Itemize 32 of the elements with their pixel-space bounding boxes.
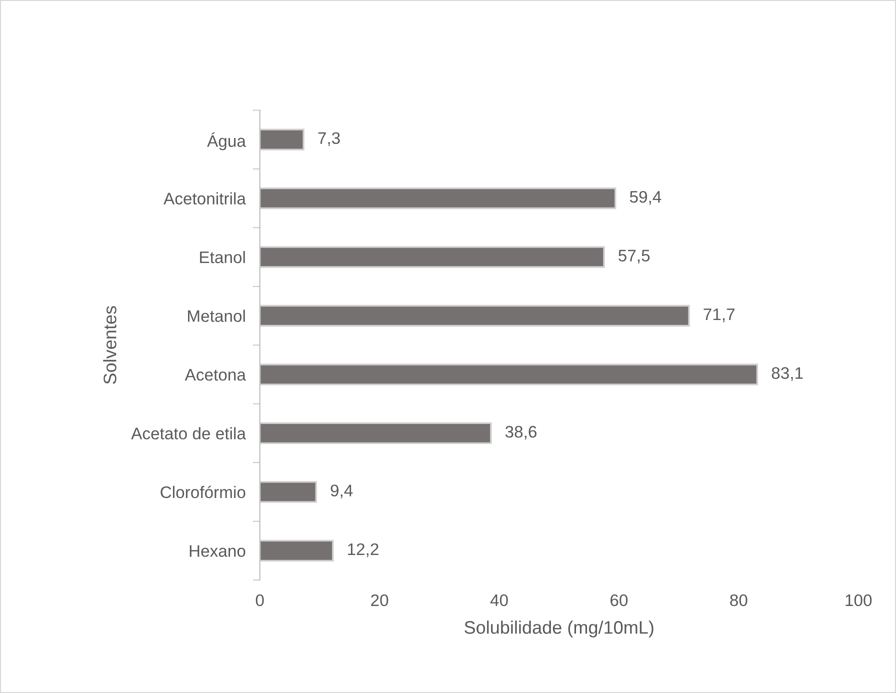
y-tick-label: Etanol	[200, 250, 245, 264]
bar	[260, 187, 616, 210]
y-tick-label: Água	[207, 132, 246, 150]
data-label: 9,4	[330, 484, 353, 498]
y-tick-label: Hexano	[190, 545, 246, 557]
y-tick-label: Metanol	[188, 310, 245, 322]
bar	[260, 364, 758, 386]
data-label: 83,1	[772, 367, 803, 381]
x-tick-label: 100	[846, 594, 872, 606]
data-label: 59,4	[630, 190, 662, 205]
bar	[260, 422, 492, 444]
data-label: 12,2	[348, 543, 378, 558]
x-tick-label: 0	[256, 594, 264, 606]
x-tick-label: 60	[610, 594, 628, 606]
bar	[260, 304, 690, 327]
y-tick-label: Clorofórmio	[160, 486, 246, 498]
x-tick-label: 80	[730, 594, 748, 606]
data-label: 71,7	[704, 308, 734, 322]
bar	[260, 481, 317, 503]
y-tick-label: Acetonitrila	[164, 192, 246, 204]
x-tick-label: 40	[490, 594, 508, 606]
y-axis-title: Solventes	[103, 306, 116, 384]
x-axis-title: Solubilidade (mg/10mL)	[464, 620, 654, 638]
data-label: 7,3	[318, 132, 340, 146]
y-tick-label: Acetato de etila	[131, 427, 246, 440]
bar	[260, 246, 605, 268]
data-label: 57,5	[618, 250, 650, 264]
x-tick-label: 20	[371, 594, 388, 606]
data-label: 38,6	[505, 426, 536, 440]
bar	[260, 540, 334, 562]
bar	[260, 128, 304, 150]
y-tick-label: Acetona	[184, 369, 246, 381]
